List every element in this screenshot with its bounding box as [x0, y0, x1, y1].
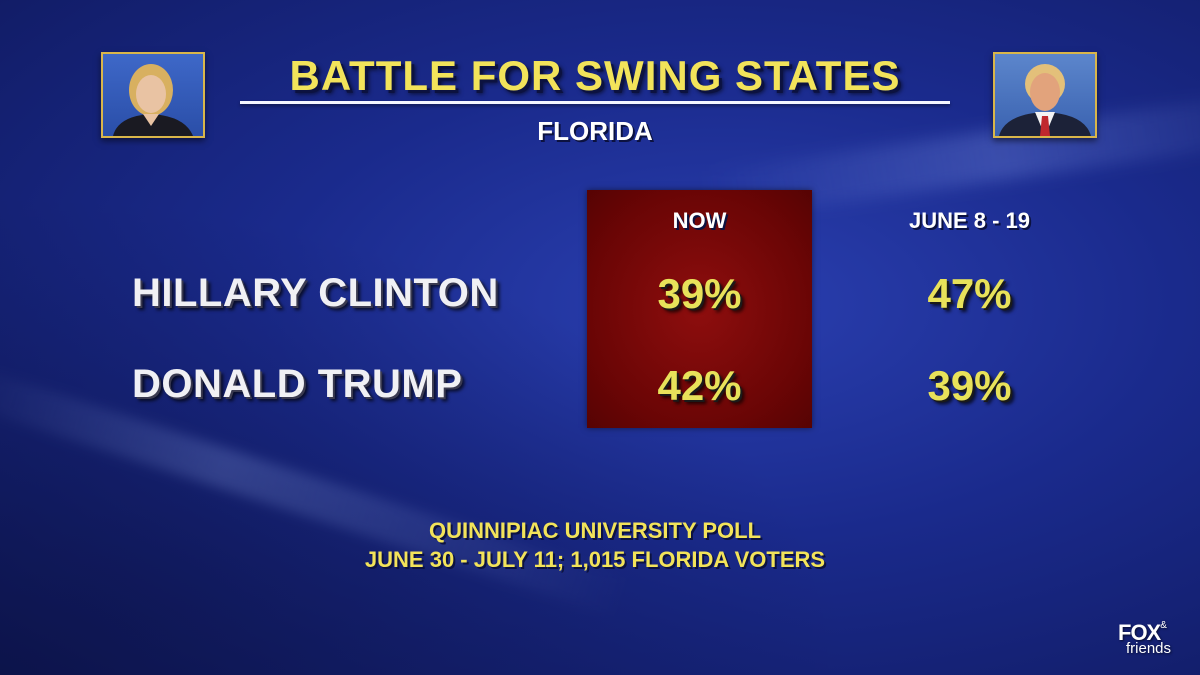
logo-brand: FOX	[1118, 620, 1161, 645]
clinton-june-value: 47%	[927, 270, 1012, 317]
now-column-highlight	[587, 190, 812, 428]
portrait-icon	[113, 64, 193, 136]
page-title: BATTLE FOR SWING STATES	[289, 52, 901, 99]
column-header-june: JUNE 8 - 19	[908, 208, 1031, 233]
trump-now-value: 42%	[657, 362, 742, 409]
trump-photo	[993, 52, 1097, 138]
title-divider	[240, 101, 950, 104]
portrait-icon	[999, 64, 1091, 136]
clinton-photo	[101, 52, 205, 138]
poll-dates: JUNE 30 - JULY 11; 1,015 FLORIDA VOTERS	[364, 547, 826, 572]
clinton-now-value: 39%	[657, 270, 742, 317]
poll-source: QUINNIPIAC UNIVERSITY POLL	[428, 518, 762, 543]
logo-sub: friends	[1126, 640, 1172, 657]
network-logo: FOX& friends	[1118, 620, 1188, 657]
trump-june-value: 39%	[927, 362, 1012, 409]
column-header-now: NOW	[672, 208, 727, 233]
logo-amp: &	[1160, 620, 1167, 631]
candidate-name-trump: DONALD TRUMP	[132, 362, 463, 406]
state-subtitle: FLORIDA	[537, 116, 653, 146]
candidate-name-clinton: HILLARY CLINTON	[132, 271, 499, 315]
